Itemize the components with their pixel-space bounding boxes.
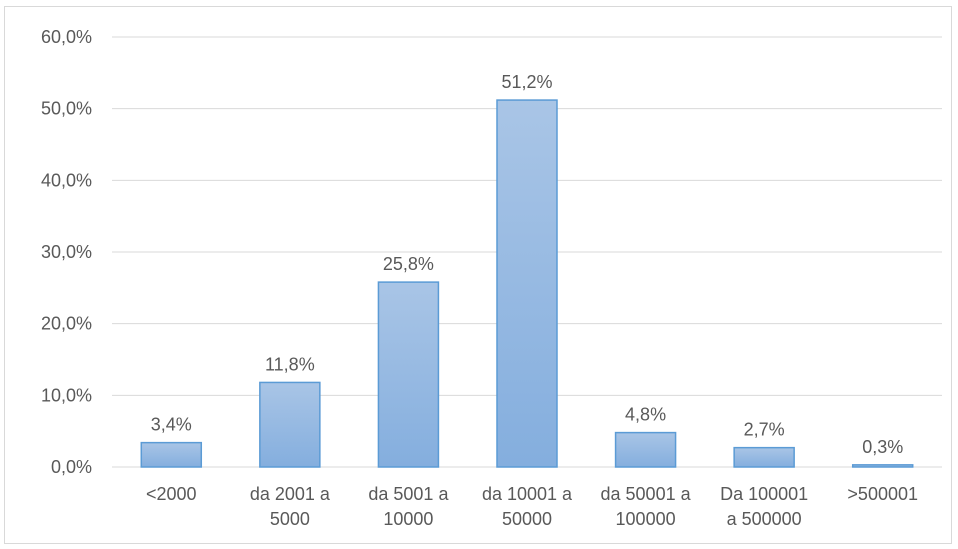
x-tick-label: 50000 <box>502 509 552 529</box>
bar <box>496 99 558 468</box>
x-tick-label: 10000 <box>383 509 433 529</box>
data-label: 4,8% <box>625 405 666 425</box>
data-labels: 3,4% 11,8% 25,8% 51,2% 4,8% 2,7% 0,3% <box>151 72 903 457</box>
data-label: 0,3% <box>862 437 903 457</box>
y-tick-label: 30,0% <box>41 242 92 262</box>
x-tick-label: da 10001 a <box>482 484 573 504</box>
x-tick-label: 100000 <box>616 509 676 529</box>
bar <box>259 381 321 468</box>
y-tick-label: 10,0% <box>41 385 92 405</box>
x-tick-label: Da 100001 <box>720 484 808 504</box>
x-axis-ticks: <2000 da 2001 a 5000 da 5001 a 10000 da 10001… <box>146 484 918 529</box>
bar <box>377 281 440 468</box>
x-tick-label: <2000 <box>146 484 197 504</box>
y-tick-label: 40,0% <box>41 170 92 190</box>
bar <box>851 464 914 468</box>
y-tick-label: 20,0% <box>41 314 92 334</box>
y-tick-label: 50,0% <box>41 99 92 119</box>
x-tick-label: da 2001 a <box>250 484 331 504</box>
data-label: 11,8% <box>265 354 315 374</box>
x-tick-label: 5000 <box>270 509 310 529</box>
data-label: 3,4% <box>151 415 192 435</box>
bar <box>614 431 677 468</box>
x-tick-label: a 500000 <box>727 509 802 529</box>
x-tick-label: da 50001 a <box>601 484 692 504</box>
x-tick-label: >500001 <box>847 484 918 504</box>
data-label: 25,8% <box>383 254 434 274</box>
bar <box>140 441 203 468</box>
y-axis-ticks: 0,0% 10,0% 20,0% 30,0% 40,0% 50,0% 60,0% <box>41 27 92 477</box>
data-label: 51,2% <box>501 72 552 92</box>
x-tick-label: da 5001 a <box>368 484 449 504</box>
y-tick-label: 60,0% <box>41 27 92 47</box>
bar <box>733 446 795 468</box>
bars <box>140 99 914 468</box>
data-label: 2,7% <box>744 420 785 440</box>
y-tick-label: 0,0% <box>51 457 92 477</box>
